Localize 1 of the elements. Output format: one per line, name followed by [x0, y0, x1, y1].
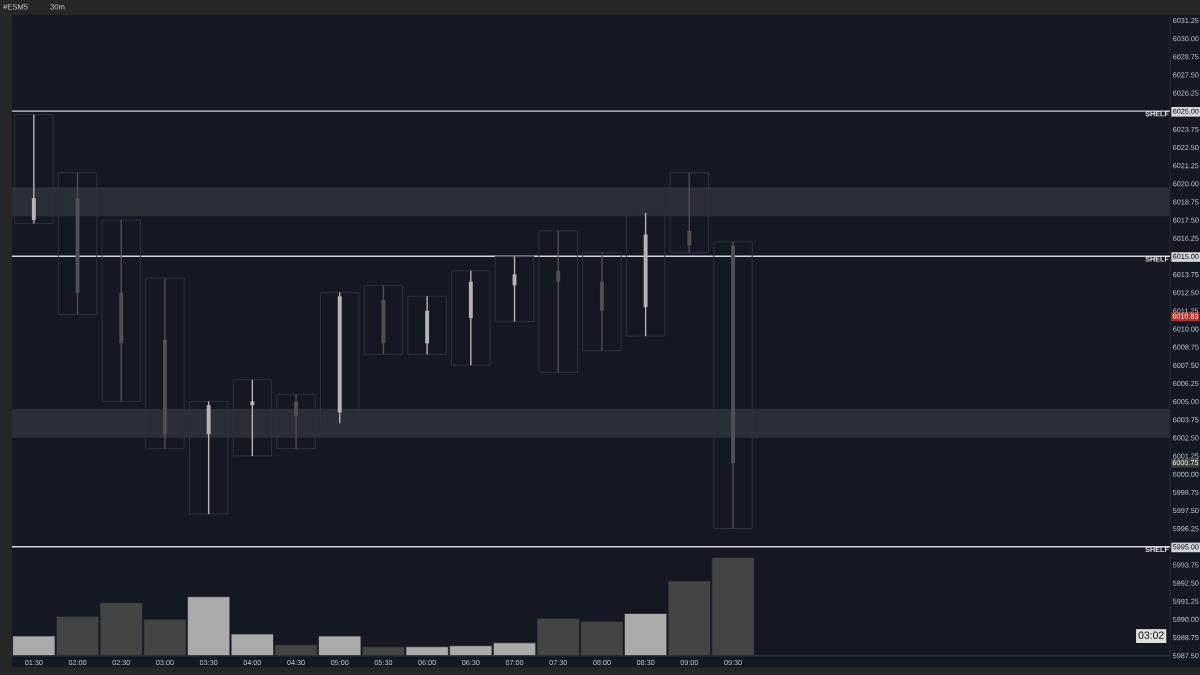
- annotation: 03:02: [1138, 631, 1164, 639]
